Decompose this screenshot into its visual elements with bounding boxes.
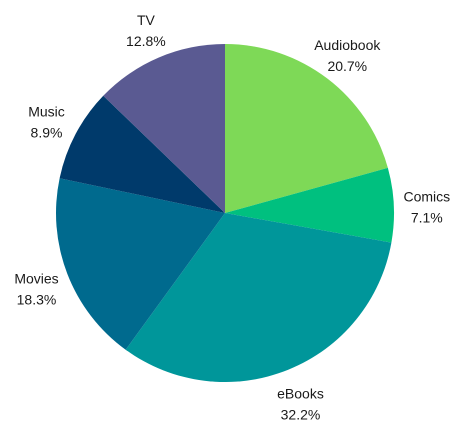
slice-value-movies: 18.3% xyxy=(17,292,57,308)
slice-label-comics: Comics xyxy=(403,189,450,205)
slice-tv xyxy=(103,43,225,213)
slice-label-audiobook: Audiobook xyxy=(314,37,381,53)
pie-labels: Audiobook 20.7% Comics 7.1% eBooks 32.2% Movie… xyxy=(14,12,450,422)
slice-movies xyxy=(56,178,225,350)
slice-value-music: 8.9% xyxy=(31,125,63,141)
slice-value-comics: 7.1% xyxy=(411,210,443,226)
slice-value-tv: 12.8% xyxy=(126,33,166,49)
slice-label-movies: Movies xyxy=(14,271,58,287)
slice-music xyxy=(59,95,226,213)
slice-label-tv: TV xyxy=(137,12,156,28)
pie-slices xyxy=(56,43,394,382)
slice-comics xyxy=(225,167,394,243)
slice-ebooks xyxy=(125,213,392,382)
slice-label-music: Music xyxy=(28,104,65,120)
slice-value-ebooks: 32.2% xyxy=(281,406,321,422)
slice-value-audiobook: 20.7% xyxy=(327,58,367,74)
slice-label-ebooks: eBooks xyxy=(277,385,324,401)
slice-audiobook xyxy=(225,43,388,213)
